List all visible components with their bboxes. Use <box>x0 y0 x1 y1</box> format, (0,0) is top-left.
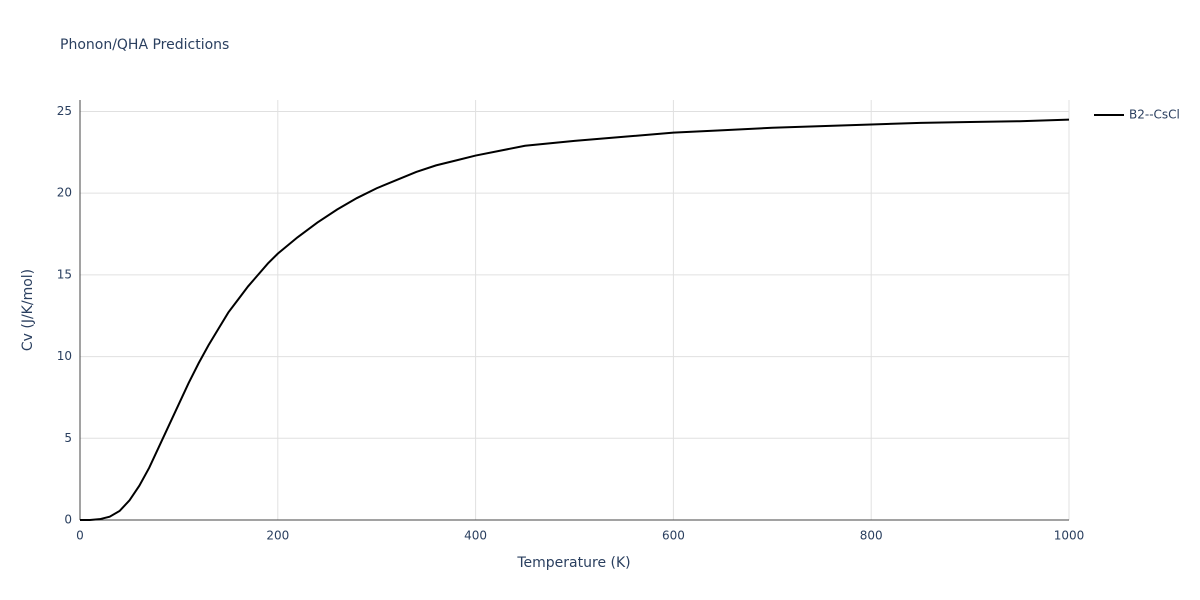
y-tick-label: 5 <box>64 431 72 445</box>
legend-label: B2--CsCl <box>1129 108 1180 122</box>
y-tick-label: 15 <box>57 267 72 281</box>
x-tick-label: 600 <box>662 529 685 543</box>
x-tick-label: 800 <box>860 529 883 543</box>
x-tick-label: 200 <box>266 529 289 543</box>
x-axis-title: Temperature (K) <box>516 555 630 571</box>
y-tick-label: 10 <box>57 349 72 363</box>
x-tick-label: 1000 <box>1054 529 1085 543</box>
y-tick-label: 0 <box>64 513 72 527</box>
y-tick-label: 20 <box>57 186 72 200</box>
chart-title: Phonon/QHA Predictions <box>60 37 229 53</box>
x-tick-label: 400 <box>464 529 487 543</box>
y-axis-title: Cv (J/K/mol) <box>20 269 36 351</box>
y-tick-label: 25 <box>57 104 72 118</box>
data-line <box>80 118 1070 521</box>
x-tick-label: 0 <box>76 529 84 543</box>
